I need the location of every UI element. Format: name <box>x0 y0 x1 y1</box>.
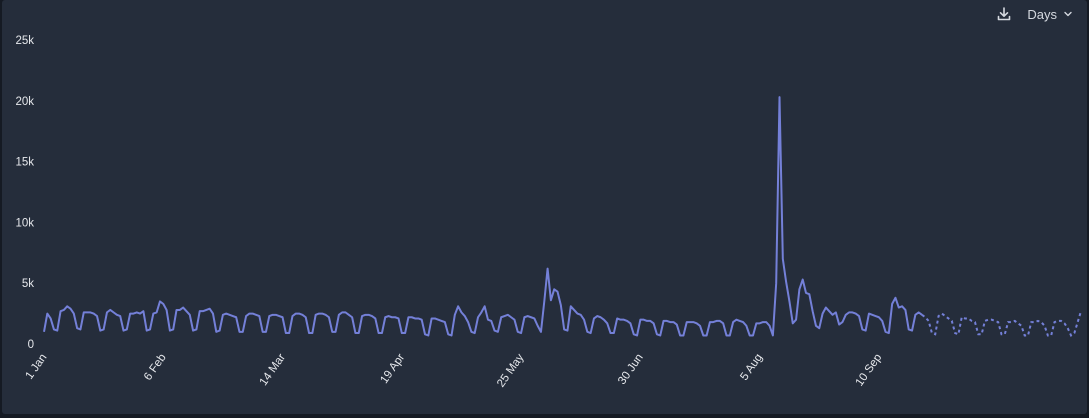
x-tick-label: 30 Jun <box>616 352 646 387</box>
series-line <box>43 96 923 337</box>
x-tick-label: 6 Feb <box>142 352 169 383</box>
chart-toolbar: Days <box>995 4 1073 24</box>
download-icon <box>998 7 1011 21</box>
y-tick-label: 5k <box>22 278 34 290</box>
x-tick-label: 1 Jan <box>23 352 49 382</box>
time-range-label: Days <box>1027 6 1057 22</box>
y-tick-label: 15k <box>15 157 34 169</box>
y-tick-label: 0 <box>28 339 34 351</box>
series-line-projected <box>921 310 1082 338</box>
chevron-down-icon <box>1064 11 1072 17</box>
x-tick-label: 14 Mar <box>258 352 288 388</box>
x-tick-label: 10 Sep <box>854 352 885 389</box>
x-tick-label: 19 Apr <box>378 352 407 386</box>
y-tick-label: 20k <box>15 96 34 108</box>
time-range-select[interactable]: Days <box>1027 7 1073 22</box>
x-tick-label: 25 May <box>495 352 527 390</box>
download-button[interactable] <box>995 5 1013 23</box>
y-tick-label: 10k <box>15 217 34 229</box>
y-tick-label: 25k <box>15 35 34 47</box>
x-tick-label: 5 Aug <box>738 352 765 383</box>
